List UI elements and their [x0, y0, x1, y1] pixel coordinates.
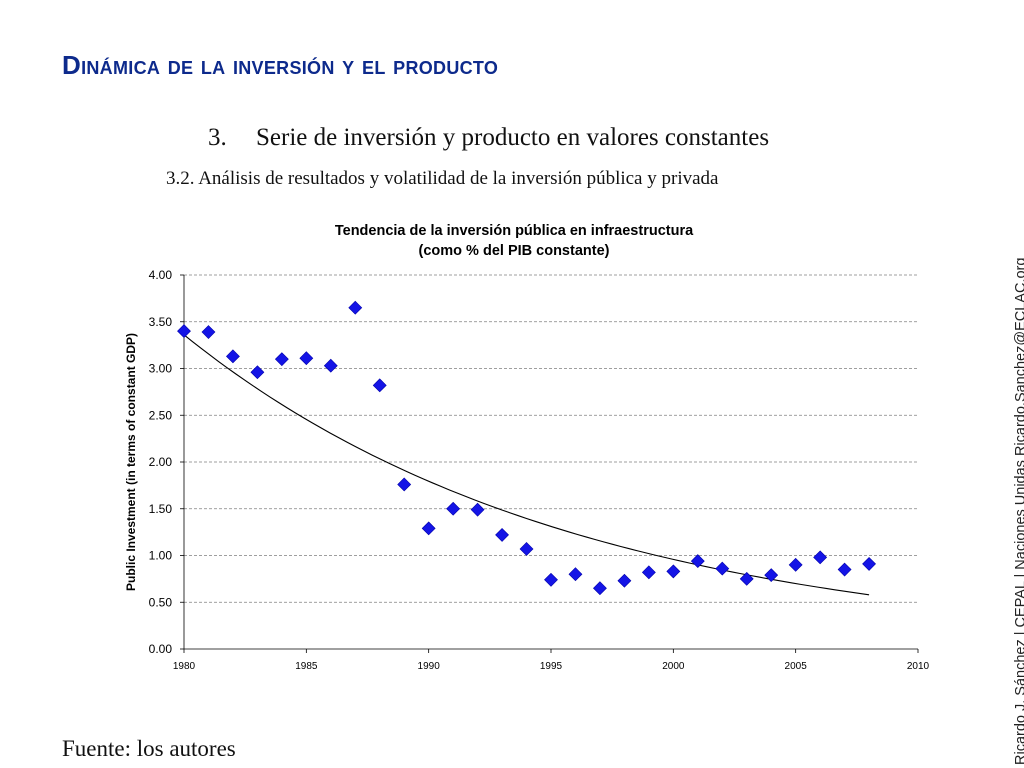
author-credit: Ricardo J. Sánchez | CEPAL | Naciones Un…: [1013, 258, 1024, 765]
data-point-2006: [814, 551, 827, 564]
y-tick-label-4: 2.00: [149, 455, 173, 469]
chart-title-line1: Tendencia de la inversión pública en inf…: [335, 223, 694, 239]
source-note: Fuente: los autores: [62, 736, 236, 762]
data-point-1984: [275, 353, 288, 366]
section-title: Serie de inversión y producto en valores…: [256, 124, 769, 151]
y-tick-label-8: 4.00: [149, 268, 173, 282]
data-point-1996: [569, 568, 582, 581]
y-tick-label-3: 1.50: [149, 502, 173, 516]
y-tick-label-6: 3.00: [149, 362, 173, 376]
y-tick-label-1: 0.50: [149, 595, 173, 609]
x-tick-label-3: 1995: [540, 661, 563, 672]
x-tick-label-5: 2005: [785, 661, 808, 672]
data-point-1986: [324, 359, 337, 372]
y-tick-label-0: 0.00: [149, 642, 173, 656]
y-tick-label-7: 3.50: [149, 315, 173, 329]
data-point-2000: [667, 565, 680, 578]
axes-layer: 0.00 0.50 1.00 1.50 2.00 2.50 3.00 3.50 4.00 1980…: [149, 268, 930, 672]
y-tick-label-5: 2.50: [149, 408, 173, 422]
section-heading: 3. Serie de inversión y producto en valor…: [208, 124, 769, 152]
data-point-1990: [422, 522, 435, 535]
data-point-2002: [716, 562, 729, 575]
chart: Tendencia de la inversión pública en inf…: [100, 212, 940, 682]
y-axis-label: Public Investment (in terms of constant …: [124, 333, 138, 591]
data-point-1995: [545, 573, 558, 586]
y-tick-label-2: 1.00: [149, 549, 173, 563]
data-point-1992: [471, 503, 484, 516]
data-point-1998: [618, 574, 631, 587]
data-point-1987: [349, 301, 362, 314]
data-point-1982: [226, 350, 239, 363]
x-tick-label-2: 1990: [418, 661, 441, 672]
data-point-1989: [398, 478, 411, 491]
x-tick-label-1: 1985: [295, 661, 318, 672]
section-number: 3.: [208, 124, 256, 152]
x-tick-label-4: 2000: [662, 661, 685, 672]
data-point-2005: [789, 558, 802, 571]
data-point-1988: [373, 379, 386, 392]
data-point-1981: [202, 326, 215, 339]
data-point-1997: [593, 582, 606, 595]
data-point-1994: [520, 542, 533, 555]
slide-title: Dinámica de la inversión y el producto: [62, 50, 498, 81]
data-point-1985: [300, 352, 313, 365]
grid-layer: [184, 275, 918, 602]
x-tick-label-0: 1980: [173, 661, 196, 672]
chart-title-line2: (como % del PIB constante): [419, 243, 610, 259]
points-layer: [178, 301, 876, 594]
data-point-1993: [496, 528, 509, 541]
data-point-1980: [178, 325, 191, 338]
data-point-1983: [251, 366, 264, 379]
subsection-heading: 3.2. Análisis de resultados y volatilida…: [166, 168, 718, 190]
data-point-1991: [447, 502, 460, 515]
data-point-2008: [863, 557, 876, 570]
data-point-2007: [838, 563, 851, 576]
data-point-1999: [642, 566, 655, 579]
x-tick-label-6: 2010: [907, 661, 930, 672]
